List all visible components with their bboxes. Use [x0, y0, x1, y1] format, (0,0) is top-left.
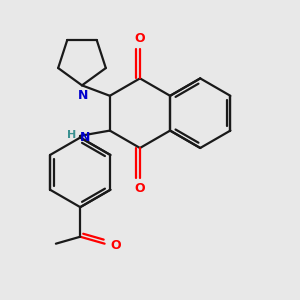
Text: H: H: [67, 130, 76, 140]
Text: O: O: [135, 32, 145, 45]
Text: O: O: [111, 238, 121, 251]
Text: N: N: [80, 131, 91, 144]
Text: O: O: [135, 182, 145, 195]
Text: N: N: [78, 89, 88, 102]
